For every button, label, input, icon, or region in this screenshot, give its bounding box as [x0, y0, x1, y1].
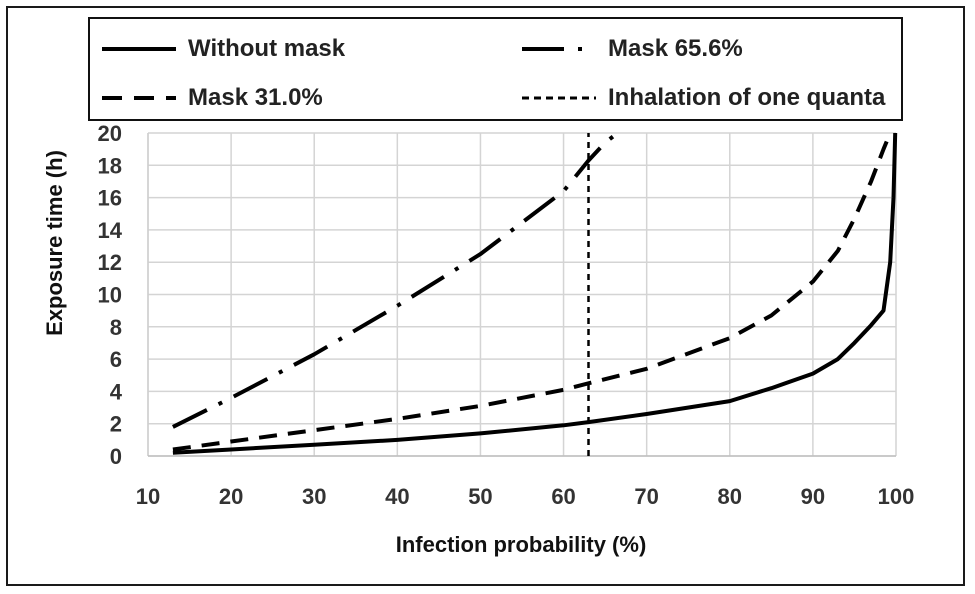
legend-swatch-dash-dot — [522, 47, 596, 51]
x-tick-label: 100 — [878, 484, 915, 509]
y-tick-label: 2 — [110, 412, 122, 437]
legend-swatch-dashed — [102, 96, 176, 100]
y-tick-label: 6 — [110, 347, 122, 372]
x-tick-label: 30 — [302, 484, 326, 509]
legend-label: Mask 31.0% — [188, 84, 323, 111]
x-tick-label: 60 — [551, 484, 575, 509]
x-tick-label: 10 — [136, 484, 160, 509]
y-tick-label: 12 — [98, 250, 122, 275]
y-tick-label: 8 — [110, 315, 122, 340]
y-axis-title: Exposure time (h) — [42, 150, 67, 336]
legend-item-mask-65: Mask 65.6% — [520, 31, 900, 67]
legend-swatch-solid — [102, 47, 176, 51]
legend-label: Without mask — [188, 35, 346, 62]
legend-swatch-dotted — [522, 96, 596, 100]
legend-label: Inhalation of one quanta — [608, 84, 886, 111]
x-tick-label: 40 — [385, 484, 409, 509]
x-tick-label: 80 — [718, 484, 742, 509]
x-axis-title: Infection probability (%) — [396, 532, 647, 557]
series-layer — [172, 133, 898, 456]
x-tick-label: 70 — [634, 484, 658, 509]
x-tick-label: 20 — [219, 484, 243, 509]
legend-item-without-mask: Without mask — [100, 31, 480, 67]
legend-item-mask-31: Mask 31.0% — [100, 80, 480, 116]
legend-label: Mask 65.6% — [608, 35, 743, 62]
y-tick-label: 18 — [98, 153, 122, 178]
y-tick-label: 0 — [110, 444, 122, 469]
series-line-mask-65-6 — [172, 133, 621, 429]
tick-labels: 10 20 30 40 50 60 70 80 90 100 0 2 4 6 8 10 12 14 16 18 20 — [98, 121, 915, 509]
legend-item-one-quanta: Inhalation of one quanta — [520, 80, 900, 116]
y-tick-label: 10 — [98, 283, 122, 308]
legend: Without mask Mask 65.6% Mask 31.0% Inhal… — [88, 17, 903, 121]
grid-lines — [147, 132, 897, 457]
y-tick-label: 20 — [98, 121, 122, 146]
y-tick-label: 4 — [110, 379, 123, 404]
x-tick-label: 50 — [468, 484, 492, 509]
y-tick-label: 16 — [98, 186, 122, 211]
series-line-mask-31-0 — [172, 133, 893, 452]
y-tick-label: 14 — [98, 218, 123, 243]
axes — [147, 133, 896, 457]
x-tick-label: 90 — [801, 484, 825, 509]
series-line-without-mask — [172, 133, 898, 455]
